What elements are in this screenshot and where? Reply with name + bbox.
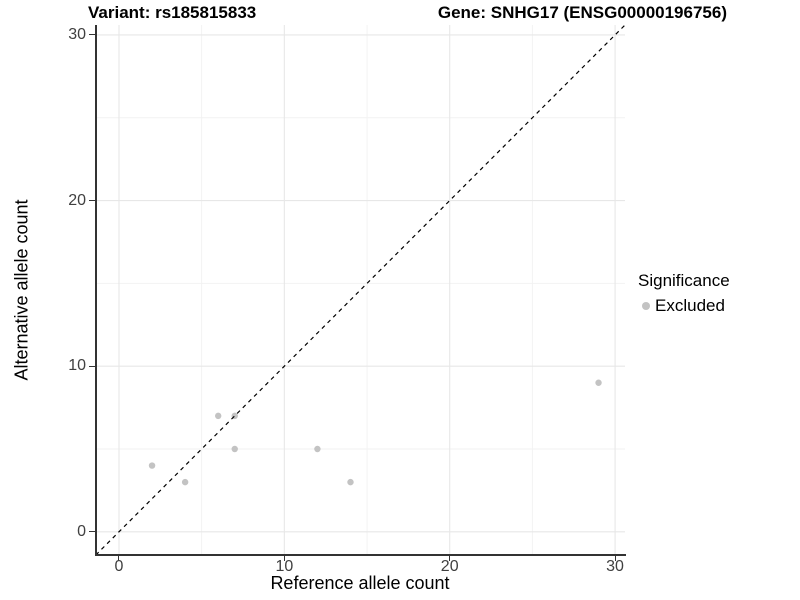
x-tick-mark — [449, 556, 451, 561]
data-point — [181, 478, 189, 486]
y-axis-title: Alternative allele count — [11, 199, 32, 381]
chart-canvas — [95, 25, 625, 555]
x-tick-mark — [283, 556, 285, 561]
x-tick-mark — [118, 556, 120, 561]
data-point — [314, 445, 321, 453]
x-tick-label: 20 — [440, 558, 459, 575]
plot-panel — [95, 25, 625, 555]
data-point — [347, 478, 354, 486]
x-axis-title: Reference allele count — [270, 573, 450, 593]
data-point — [231, 445, 238, 453]
y-tick-mark — [89, 34, 95, 36]
y-tick-label: 0 — [77, 522, 86, 540]
identity-line — [95, 25, 625, 555]
y-tick-mark — [89, 531, 95, 533]
gene-title: Gene: SNHG17 (ENSG00000196756) — [437, 3, 727, 22]
x-tick-label: 10 — [275, 558, 294, 575]
excluded-point-icon — [642, 302, 650, 310]
y-tick-mark — [89, 200, 95, 202]
legend-item-label: Excluded — [655, 296, 725, 315]
data-point — [214, 412, 222, 420]
legend-item-excluded: Excluded — [638, 295, 730, 317]
x-tick-label: 0 — [114, 558, 124, 575]
y-tick-label: 20 — [68, 191, 86, 209]
x-tick-label: 30 — [606, 558, 624, 575]
x-tick-mark — [614, 556, 616, 561]
y-axis-line — [95, 25, 97, 556]
y-tick-mark — [89, 365, 95, 367]
x-axis-line — [95, 554, 626, 556]
data-point — [148, 462, 156, 469]
y-tick-label: 10 — [68, 357, 86, 375]
legend-title: Significance — [638, 271, 730, 290]
y-tick-label: 30 — [68, 25, 86, 43]
variant-title: Variant: rs185815833 — [88, 3, 257, 22]
data-point — [595, 379, 602, 386]
legend: Significance Excluded — [638, 271, 730, 317]
